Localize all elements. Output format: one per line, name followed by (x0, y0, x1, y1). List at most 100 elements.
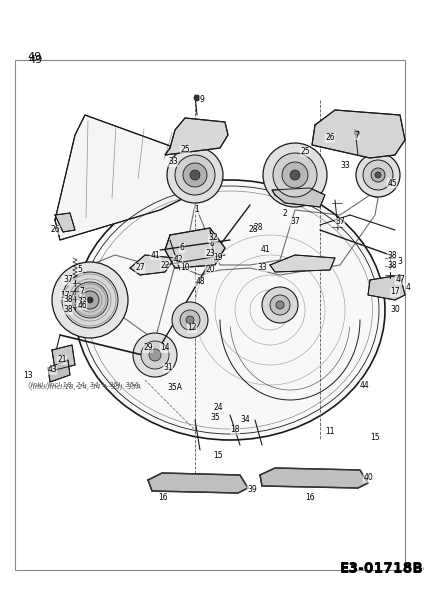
Circle shape (87, 297, 93, 303)
Text: 38: 38 (387, 251, 397, 259)
Text: 35: 35 (210, 413, 220, 422)
Text: 46: 46 (77, 301, 87, 310)
Text: 21: 21 (57, 355, 67, 364)
Text: 26: 26 (50, 226, 60, 235)
Text: 19: 19 (213, 253, 223, 263)
Text: 14: 14 (160, 343, 170, 352)
Text: 24: 24 (213, 403, 223, 413)
Text: 2: 2 (283, 208, 287, 217)
Text: 27: 27 (135, 263, 145, 272)
Text: 49: 49 (27, 52, 41, 62)
Text: 39: 39 (247, 485, 257, 494)
Text: E3-01718B-01: E3-01718B-01 (340, 561, 424, 575)
Text: 37: 37 (63, 275, 73, 284)
Polygon shape (148, 473, 248, 493)
Circle shape (354, 130, 360, 136)
Polygon shape (55, 213, 75, 232)
Text: 17: 17 (60, 290, 70, 299)
Text: 38: 38 (63, 295, 73, 304)
Circle shape (273, 153, 317, 197)
Polygon shape (272, 188, 325, 207)
Circle shape (186, 316, 194, 324)
Circle shape (190, 170, 200, 180)
Text: 26: 26 (325, 133, 335, 142)
Text: 13: 13 (23, 370, 33, 379)
Polygon shape (270, 255, 335, 272)
Text: 45: 45 (387, 179, 397, 187)
Circle shape (375, 172, 381, 178)
Text: 17: 17 (390, 287, 400, 296)
Text: 9: 9 (200, 94, 204, 103)
Circle shape (72, 282, 108, 318)
Bar (15, 60, 405, 570)
Text: 6: 6 (179, 244, 184, 253)
Ellipse shape (75, 180, 385, 440)
Text: 34: 34 (240, 415, 250, 425)
Circle shape (363, 160, 393, 190)
Text: 43: 43 (47, 365, 57, 374)
Text: 22: 22 (160, 260, 170, 269)
Polygon shape (52, 345, 75, 370)
Text: (inkl./incl.18, 24, 34 + 35)  35A: (inkl./incl.18, 24, 34 + 35) 35A (30, 384, 141, 390)
Text: 37: 37 (290, 217, 300, 226)
Text: 11: 11 (325, 427, 335, 437)
Circle shape (183, 163, 207, 187)
Text: 44: 44 (360, 380, 370, 389)
Text: 16: 16 (158, 493, 168, 503)
Text: 12: 12 (187, 323, 197, 332)
Polygon shape (55, 115, 200, 240)
Text: 7: 7 (80, 287, 84, 296)
Polygon shape (165, 228, 225, 268)
Circle shape (175, 155, 215, 195)
Circle shape (149, 349, 161, 361)
Text: 3: 3 (398, 257, 402, 266)
Polygon shape (260, 468, 368, 488)
Text: 25: 25 (180, 145, 190, 154)
Text: 41: 41 (260, 245, 270, 254)
Text: 8: 8 (209, 238, 215, 247)
Text: 33: 33 (257, 263, 267, 272)
Circle shape (356, 153, 400, 197)
Text: 42: 42 (173, 256, 183, 265)
Text: 23: 23 (205, 248, 215, 257)
Text: 10: 10 (180, 263, 190, 272)
Text: 5: 5 (78, 265, 82, 275)
Text: 35A: 35A (167, 383, 182, 392)
Text: 41: 41 (150, 251, 160, 259)
Circle shape (270, 295, 290, 315)
Circle shape (141, 341, 169, 369)
Text: 47: 47 (395, 275, 405, 284)
Circle shape (180, 310, 200, 330)
Text: 32: 32 (208, 233, 218, 242)
Text: 15: 15 (370, 433, 380, 442)
Text: 28: 28 (248, 226, 258, 235)
Text: 30: 30 (390, 305, 400, 314)
Circle shape (81, 291, 99, 309)
Circle shape (172, 302, 208, 338)
Text: 37: 37 (335, 217, 345, 226)
Circle shape (282, 162, 308, 188)
Text: 7: 7 (354, 130, 360, 139)
Text: 33: 33 (168, 157, 178, 166)
Circle shape (262, 287, 298, 323)
Text: 1: 1 (195, 205, 199, 214)
Polygon shape (130, 255, 175, 275)
Text: 28: 28 (253, 223, 263, 232)
Circle shape (62, 272, 118, 328)
Text: 38: 38 (387, 260, 397, 269)
Text: 48: 48 (195, 277, 205, 286)
Polygon shape (312, 110, 405, 158)
Text: 33: 33 (77, 298, 87, 307)
Text: 15: 15 (213, 451, 223, 461)
Circle shape (290, 170, 300, 180)
Circle shape (276, 301, 284, 309)
Text: 25: 25 (300, 148, 310, 157)
Polygon shape (368, 275, 405, 300)
Text: 4: 4 (406, 283, 410, 292)
Text: 18: 18 (230, 425, 240, 434)
Circle shape (167, 147, 223, 203)
Circle shape (52, 262, 128, 338)
Text: 31: 31 (163, 364, 173, 373)
Circle shape (194, 95, 200, 101)
Polygon shape (165, 118, 228, 155)
